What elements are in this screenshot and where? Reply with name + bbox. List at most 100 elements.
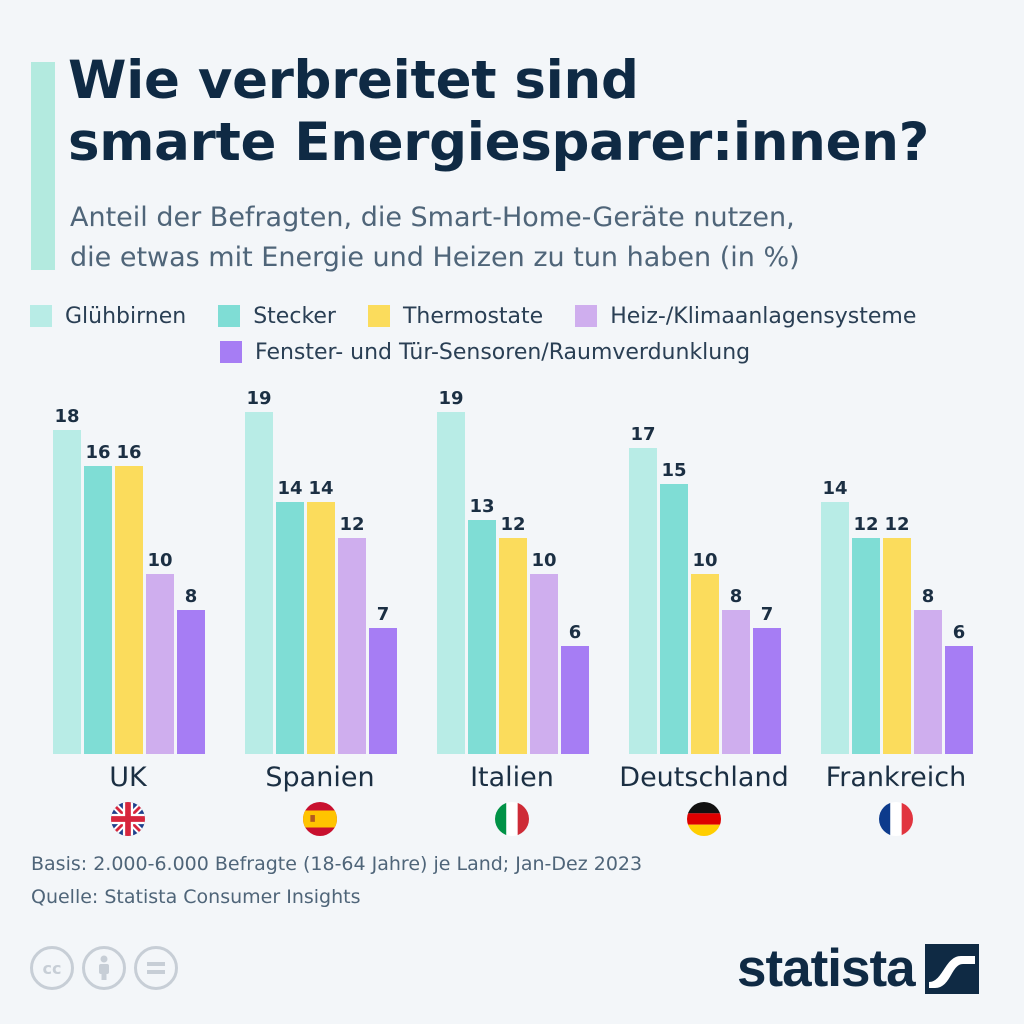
bar xyxy=(115,466,143,754)
bar xyxy=(84,466,112,754)
legend-swatch-sensoren xyxy=(220,341,242,363)
data-label: 18 xyxy=(54,406,79,427)
bar-group-spanien: 19 14 14 12 7 xyxy=(245,388,397,754)
no-derivatives-icon[interactable] xyxy=(134,946,178,990)
uk-flag-icon xyxy=(111,802,145,836)
data-label: 7 xyxy=(761,604,774,625)
bar xyxy=(530,574,558,754)
bar xyxy=(914,610,942,754)
chart-title: Wie verbreitet sind smarte Energiesparer… xyxy=(68,50,1008,174)
data-label: 17 xyxy=(630,424,655,445)
bar-group-italien: 19 13 12 10 6 xyxy=(437,388,589,754)
data-label: 12 xyxy=(853,514,878,535)
license-icons: cc xyxy=(30,946,186,990)
logo-text: statista xyxy=(737,939,916,998)
legend-item-thermostate: Thermostate xyxy=(367,303,544,329)
italy-flag-icon xyxy=(495,802,529,836)
category-label-italien: Italien xyxy=(470,762,554,793)
bar xyxy=(468,520,496,754)
data-label: 19 xyxy=(246,388,271,409)
legend-row-2: Fenster- und Tür-Sensoren/Raumverdunklun… xyxy=(30,334,1000,370)
cc-label: cc xyxy=(42,958,62,978)
bar xyxy=(852,538,880,754)
bar xyxy=(691,574,719,754)
data-label: 12 xyxy=(339,514,364,535)
bar xyxy=(369,628,397,754)
legend-row-1: Glühbirnen Stecker Thermostate Heiz-/Kli… xyxy=(30,298,1000,334)
data-label: 12 xyxy=(884,514,909,535)
legend-swatch-gluehbirnen xyxy=(30,305,52,327)
data-label: 14 xyxy=(277,478,302,499)
legend-item-gluehbirnen: Glühbirnen xyxy=(30,304,186,329)
data-label: 7 xyxy=(377,604,390,625)
data-label: 14 xyxy=(822,478,847,499)
legend-label-heiz-klima: Heiz-/Klimaanlagensysteme xyxy=(610,303,917,329)
category-label-deutschland: Deutschland xyxy=(619,762,789,793)
data-label: 10 xyxy=(147,550,172,571)
bar xyxy=(629,448,657,754)
legend-swatch-stecker xyxy=(218,305,241,327)
france-flag-icon xyxy=(879,802,913,836)
category-label-spanien: Spanien xyxy=(265,762,375,793)
title-line-2: smarte Energiesparer:innen? xyxy=(68,112,930,173)
attribution-icon[interactable] xyxy=(82,946,126,990)
data-label: 8 xyxy=(730,586,743,607)
source-note: Quelle: Statista Consumer Insights xyxy=(31,886,361,908)
data-label: 19 xyxy=(438,388,463,409)
bar xyxy=(338,538,366,754)
bar xyxy=(499,538,527,754)
bar xyxy=(276,502,304,754)
legend-label-thermostate: Thermostate xyxy=(402,303,544,329)
data-label: 10 xyxy=(531,550,556,571)
chart-subtitle: Anteil der Befragten, die Smart-Home-Ger… xyxy=(70,198,1010,278)
legend-item-sensoren: Fenster- und Tür-Sensoren/Raumverdunklun… xyxy=(220,340,750,365)
bar xyxy=(177,610,205,754)
bar xyxy=(821,502,849,754)
legend-item-stecker: Stecker xyxy=(218,304,336,329)
legend: Glühbirnen Stecker Thermostate Heiz-/Kli… xyxy=(30,298,1000,370)
bar xyxy=(245,412,273,754)
data-label: 14 xyxy=(308,478,333,499)
data-label: 8 xyxy=(922,586,935,607)
bar xyxy=(307,502,335,754)
title-accent-bar xyxy=(31,62,55,270)
data-label: 13 xyxy=(469,496,494,517)
legend-label-stecker: Stecker xyxy=(253,303,336,329)
bar-group-deutschland: 17 15 10 87 xyxy=(629,424,781,754)
statista-logo[interactable]: statista xyxy=(737,938,979,999)
data-label: 8 xyxy=(185,586,198,607)
legend-label-gluehbirnen: Glühbirnen xyxy=(65,303,187,329)
bar xyxy=(146,574,174,754)
category-label-frankreich: Frankreich xyxy=(825,762,967,793)
bar-group-frankreich: 14 12 12 86 xyxy=(821,478,973,754)
bar xyxy=(883,538,911,754)
basis-note: Basis: 2.000-6.000 Befragte (18-64 Jahre… xyxy=(31,853,643,875)
data-label: 15 xyxy=(661,460,686,481)
bar xyxy=(722,610,750,754)
data-label: 10 xyxy=(692,550,717,571)
bar xyxy=(660,484,688,754)
legend-item-heiz-klima: Heiz-/Klimaanlagensysteme xyxy=(575,304,916,329)
subtitle-line-2: die etwas mit Energie und Heizen zu tun … xyxy=(70,242,800,273)
legend-label-sensoren: Fenster- und Tür-Sensoren/Raumverdunklun… xyxy=(255,339,751,365)
bar xyxy=(945,646,973,754)
data-label: 12 xyxy=(500,514,525,535)
bar xyxy=(561,646,589,754)
statista-logo-mark-icon xyxy=(924,943,979,994)
germany-flag-icon xyxy=(687,802,721,836)
bar xyxy=(437,412,465,754)
subtitle-line-1: Anteil der Befragten, die Smart-Home-Ger… xyxy=(70,202,795,233)
legend-swatch-heiz-klima xyxy=(575,305,598,327)
data-label: 6 xyxy=(569,622,582,643)
data-label: 6 xyxy=(953,622,966,643)
data-label: 16 xyxy=(85,442,110,463)
data-label: 16 xyxy=(116,442,141,463)
bar-group-uk: 18 16 16 10 8 xyxy=(53,406,205,754)
cc-icon[interactable]: cc xyxy=(30,946,74,990)
bar xyxy=(753,628,781,754)
title-line-1: Wie verbreitet sind xyxy=(68,50,639,111)
legend-swatch-thermostate xyxy=(367,305,390,327)
spain-flag-icon xyxy=(303,802,337,836)
bar xyxy=(53,430,81,754)
